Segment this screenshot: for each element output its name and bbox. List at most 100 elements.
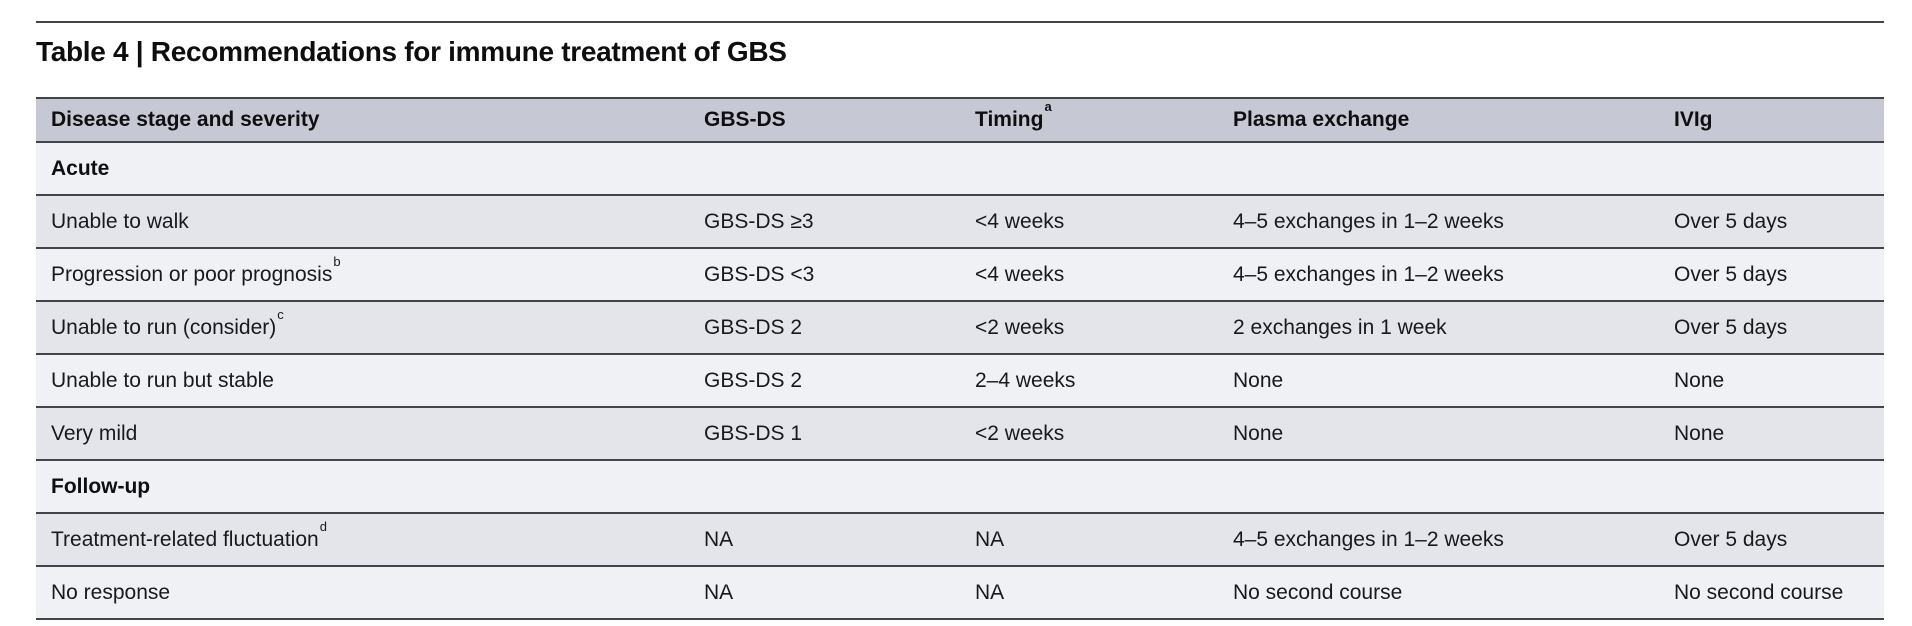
cell-text: GBS-DS ≥3: [704, 210, 814, 233]
cell-ivig: Over 5 days: [1659, 512, 1884, 565]
section-filler-cell: [1218, 141, 1659, 194]
header-label: GBS-DS: [704, 108, 786, 131]
cell-disease-stage: Treatment-related fluctuationd: [36, 512, 689, 565]
cell-disease-stage: Very mild: [36, 406, 689, 459]
cell-text: GBS-DS 2: [704, 316, 803, 339]
cell-plasma-exchange: 4–5 exchanges in 1–2 weeks: [1218, 194, 1659, 247]
cell-text: Unable to run but stable: [51, 369, 274, 392]
cell-text: NA: [704, 581, 734, 604]
footnote-marker-b: b: [333, 254, 341, 269]
cell-text: <4 weeks: [975, 210, 1065, 233]
cell-plasma-exchange: 2 exchanges in 1 week: [1218, 300, 1659, 353]
cell-text: 2–4 weeks: [975, 369, 1076, 392]
cell-plasma-exchange: None: [1218, 406, 1659, 459]
section-label: Follow-up: [51, 475, 151, 498]
cell-disease-stage: No response: [36, 565, 689, 620]
section-row-acute: Acute: [36, 141, 1884, 194]
cell-plasma-exchange: None: [1218, 353, 1659, 406]
cell-text: Very mild: [51, 422, 138, 445]
section-filler-cell: [689, 459, 960, 512]
section-label-cell: Acute: [36, 141, 689, 194]
cell-text: GBS-DS 1: [704, 422, 803, 445]
row-unable-to-run-but-stable: Unable to run but stable GBS-DS 2 2–4 we…: [36, 353, 1884, 406]
cell-gbs-ds: GBS-DS 2: [689, 353, 960, 406]
row-progression-or-poor-prognosis: Progression or poor prognosisb GBS-DS <3…: [36, 247, 1884, 300]
col-header-timing: Timinga: [960, 97, 1218, 141]
cell-plasma-exchange: 4–5 exchanges in 1–2 weeks: [1218, 512, 1659, 565]
cell-gbs-ds: NA: [689, 512, 960, 565]
cell-text: GBS-DS 2: [704, 369, 803, 392]
col-header-gbs-ds: GBS-DS: [689, 97, 960, 141]
cell-text: Unable to walk: [51, 210, 189, 233]
cell-text: 4–5 exchanges in 1–2 weeks: [1233, 263, 1504, 286]
col-header-plasma-exchange: Plasma exchange: [1218, 97, 1659, 141]
cell-timing: NA: [960, 565, 1218, 620]
table-header: Disease stage and severity GBS-DS Timing…: [36, 97, 1884, 141]
recommendations-table: Disease stage and severity GBS-DS Timing…: [36, 97, 1884, 620]
row-very-mild: Very mild GBS-DS 1 <2 weeks None None: [36, 406, 1884, 459]
cell-plasma-exchange: No second course: [1218, 565, 1659, 620]
cell-gbs-ds: GBS-DS 1: [689, 406, 960, 459]
cell-text: NA: [975, 581, 1005, 604]
table-title: Table 4 | Recommendations for immune tre…: [36, 36, 787, 67]
cell-disease-stage: Unable to run (consider)c: [36, 300, 689, 353]
cell-ivig: Over 5 days: [1659, 300, 1884, 353]
cell-timing: NA: [960, 512, 1218, 565]
cell-disease-stage: Unable to run but stable: [36, 353, 689, 406]
cell-text: Over 5 days: [1674, 528, 1788, 551]
cell-text: <2 weeks: [975, 422, 1065, 445]
cell-ivig: Over 5 days: [1659, 194, 1884, 247]
footnote-marker-d: d: [319, 519, 327, 534]
cell-text: No second course: [1674, 581, 1844, 604]
cell-text: None: [1674, 369, 1725, 392]
title-top-rule: [36, 21, 1884, 23]
section-filler-cell: [1218, 459, 1659, 512]
cell-gbs-ds: GBS-DS <3: [689, 247, 960, 300]
row-no-response: No response NA NA No second course No se…: [36, 565, 1884, 620]
cell-plasma-exchange: 4–5 exchanges in 1–2 weeks: [1218, 247, 1659, 300]
section-label: Acute: [51, 157, 110, 180]
table-body: Acute Unable to walk GBS-DS ≥3 <4 weeks …: [36, 141, 1884, 620]
cell-gbs-ds: GBS-DS ≥3: [689, 194, 960, 247]
section-label-cell: Follow-up: [36, 459, 689, 512]
cell-ivig: No second course: [1659, 565, 1884, 620]
section-row-follow-up: Follow-up: [36, 459, 1884, 512]
cell-text: Unable to run (consider): [51, 316, 277, 339]
header-label: Plasma exchange: [1233, 108, 1410, 131]
cell-text: GBS-DS <3: [704, 263, 815, 286]
header-label: IVIg: [1674, 108, 1713, 131]
cell-text: None: [1674, 422, 1725, 445]
section-filler-cell: [1659, 459, 1884, 512]
cell-ivig: None: [1659, 406, 1884, 459]
cell-disease-stage: Progression or poor prognosisb: [36, 247, 689, 300]
footnote-marker-c: c: [277, 307, 284, 322]
footnote-marker-a: a: [1044, 99, 1052, 114]
cell-text: Over 5 days: [1674, 316, 1788, 339]
col-header-ivig: IVIg: [1659, 97, 1884, 141]
row-unable-to-walk: Unable to walk GBS-DS ≥3 <4 weeks 4–5 ex…: [36, 194, 1884, 247]
cell-timing: <2 weeks: [960, 406, 1218, 459]
section-filler-cell: [960, 459, 1218, 512]
cell-text: Over 5 days: [1674, 210, 1788, 233]
cell-gbs-ds: NA: [689, 565, 960, 620]
cell-text: 4–5 exchanges in 1–2 weeks: [1233, 210, 1504, 233]
cell-text: NA: [704, 528, 734, 551]
section-filler-cell: [1659, 141, 1884, 194]
cell-text: 4–5 exchanges in 1–2 weeks: [1233, 528, 1504, 551]
section-filler-cell: [960, 141, 1218, 194]
cell-text: <2 weeks: [975, 316, 1065, 339]
cell-timing: <2 weeks: [960, 300, 1218, 353]
row-unable-to-run-consider: Unable to run (consider)c GBS-DS 2 <2 we…: [36, 300, 1884, 353]
cell-timing: 2–4 weeks: [960, 353, 1218, 406]
cell-text: No response: [51, 581, 171, 604]
header-label: Disease stage and severity: [51, 108, 320, 131]
cell-text: <4 weeks: [975, 263, 1065, 286]
cell-text: 2 exchanges in 1 week: [1233, 316, 1447, 339]
cell-text: Treatment-related fluctuation: [51, 528, 319, 551]
cell-text: Over 5 days: [1674, 263, 1788, 286]
cell-text: NA: [975, 528, 1005, 551]
cell-ivig: None: [1659, 353, 1884, 406]
cell-timing: <4 weeks: [960, 247, 1218, 300]
cell-text: Progression or poor prognosis: [51, 263, 333, 286]
